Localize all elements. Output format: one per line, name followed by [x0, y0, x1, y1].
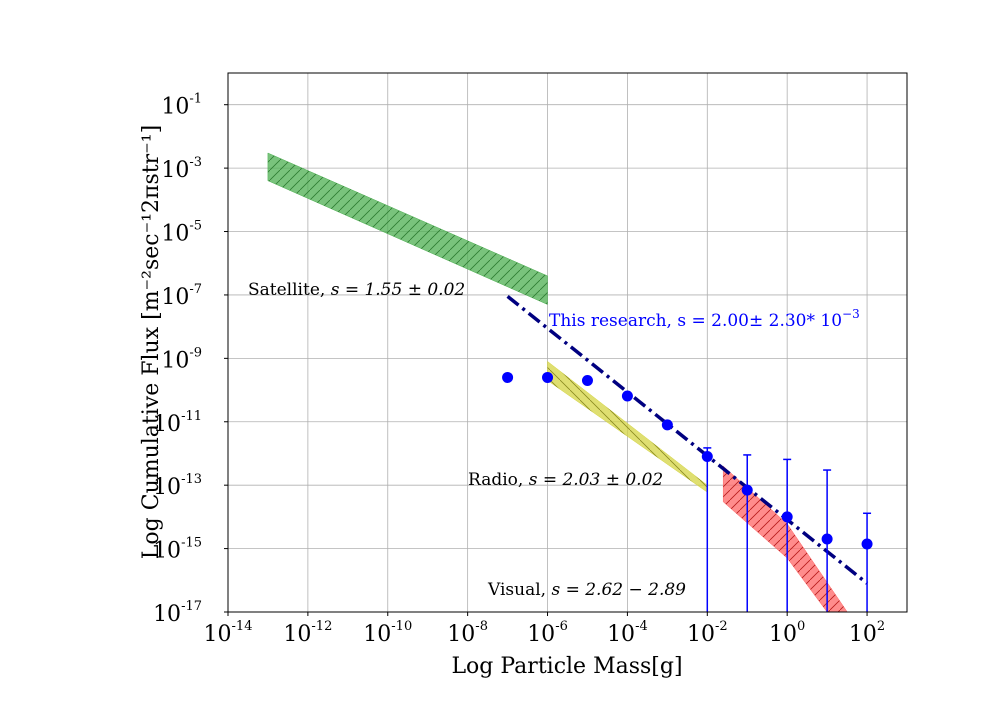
y-tick-base: 10	[161, 285, 189, 310]
fit-line-layer	[506, 295, 869, 585]
x-tick-exp: 2	[877, 619, 885, 634]
x-tick-exp: -12	[311, 619, 332, 634]
satellite-band-hatch	[267, 153, 548, 305]
x-tick-label: 100	[769, 619, 805, 647]
x-tick-label: 10-8	[447, 619, 488, 647]
annotation-research-text: This research, s = 2.00± 2.30* 10	[549, 311, 842, 331]
annotation-research: This research, s = 2.00± 2.30* 10−3	[549, 307, 860, 331]
x-tick-base: 10	[447, 622, 475, 647]
x-tick-label: 10-2	[687, 619, 728, 647]
x-tick-base: 10	[849, 622, 877, 647]
x-tick-label: 10-6	[527, 619, 568, 647]
annotation-research-sup: −3	[842, 307, 860, 321]
ticks: 10-14 10-12 10-10 10-8 10-6 10-4 10-2 100 10210-…	[153, 92, 885, 647]
y-tick-base: 10	[161, 222, 189, 247]
y-tick-exp: -17	[181, 599, 202, 614]
data-point	[741, 484, 753, 496]
y-tick-base: 10	[153, 412, 181, 437]
y-tick-label: 10-1	[161, 92, 202, 120]
x-tick-base: 10	[283, 622, 311, 647]
y-tick-exp: -7	[189, 282, 202, 297]
x-tick-exp: -10	[391, 619, 412, 634]
y-tick-exp: -1	[189, 92, 202, 107]
fit-line	[506, 295, 869, 585]
x-tick-base: 10	[527, 622, 555, 647]
data-point	[821, 533, 833, 545]
data-point	[661, 419, 673, 431]
y-tick-exp: -5	[189, 219, 202, 234]
annotation-satellite-math: s = 1.55 ± 0.02	[331, 280, 466, 300]
x-tick-base: 10	[769, 622, 797, 647]
y-tick-base: 10	[161, 348, 189, 373]
x-tick-label: 10-12	[283, 619, 332, 647]
y-tick-exp: -9	[189, 345, 202, 360]
data-point	[502, 371, 514, 383]
x-tick-base: 10	[204, 622, 232, 647]
bands	[267, 152, 848, 612]
y-tick-base: 10	[161, 158, 189, 183]
y-tick-label: 10-13	[153, 472, 202, 500]
annotation-visual: Visual, s = 2.62 − 2.89	[487, 580, 686, 600]
x-tick-label: 10-10	[363, 619, 412, 647]
y-tick-exp: -13	[181, 472, 202, 487]
x-tick-base: 10	[687, 622, 715, 647]
data-point	[581, 375, 593, 387]
y-tick-base: 10	[153, 475, 181, 500]
y-tick-label: 10-5	[161, 219, 202, 247]
y-tick-label: 10-15	[153, 536, 202, 564]
x-tick-base: 10	[363, 622, 391, 647]
y-tick-exp: -3	[189, 155, 202, 170]
annotation-visual-math: s = 2.62 − 2.89	[551, 580, 686, 600]
points	[502, 371, 873, 612]
x-tick-label: 102	[849, 619, 885, 647]
y-tick-label: 10-3	[161, 155, 202, 183]
annotation-radio-text: Radio,	[468, 470, 529, 490]
annotation-radio: Radio, s = 2.03 ± 0.02	[468, 470, 663, 490]
x-tick-label: 10-14	[204, 619, 253, 647]
x-axis-label: Log Particle Mass[g]	[451, 654, 682, 679]
data-point	[542, 371, 554, 383]
y-tick-exp: -11	[181, 409, 202, 424]
y-tick-label: 10-7	[161, 282, 202, 310]
data-point	[701, 451, 713, 463]
x-tick-base: 10	[607, 622, 635, 647]
annotation-visual-text: Visual,	[487, 580, 551, 600]
y-tick-label: 10-11	[153, 409, 202, 437]
radio-band-hatch	[547, 361, 708, 493]
y-tick-label: 10-17	[153, 599, 202, 627]
x-tick-exp: 0	[797, 619, 805, 634]
y-tick-base: 10	[153, 602, 181, 627]
data-point	[621, 390, 633, 402]
visual-band-hatch	[723, 466, 848, 612]
y-tick-base: 10	[153, 539, 181, 564]
x-tick-exp: -8	[475, 619, 488, 634]
y-axis-label: Log Cumulative Flux [m⁻²sec⁻¹2πstr⁻¹]	[139, 125, 164, 559]
grid	[227, 73, 907, 613]
x-tick-exp: -6	[555, 619, 568, 634]
y-tick-exp: -15	[181, 536, 202, 551]
x-tick-label: 10-4	[607, 619, 648, 647]
plot-frame	[227, 72, 908, 613]
data-point	[781, 511, 793, 523]
annotation-radio-math: s = 2.03 ± 0.02	[529, 470, 664, 490]
annotation-satellite-text: Satellite,	[248, 280, 331, 300]
x-tick-exp: -4	[635, 619, 648, 634]
x-tick-exp: -2	[715, 619, 728, 634]
y-tick-base: 10	[161, 95, 189, 120]
y-tick-label: 10-9	[161, 345, 202, 373]
data-point	[861, 538, 873, 550]
x-tick-exp: -14	[232, 619, 253, 634]
annotation-satellite: Satellite, s = 1.55 ± 0.02	[248, 280, 465, 300]
